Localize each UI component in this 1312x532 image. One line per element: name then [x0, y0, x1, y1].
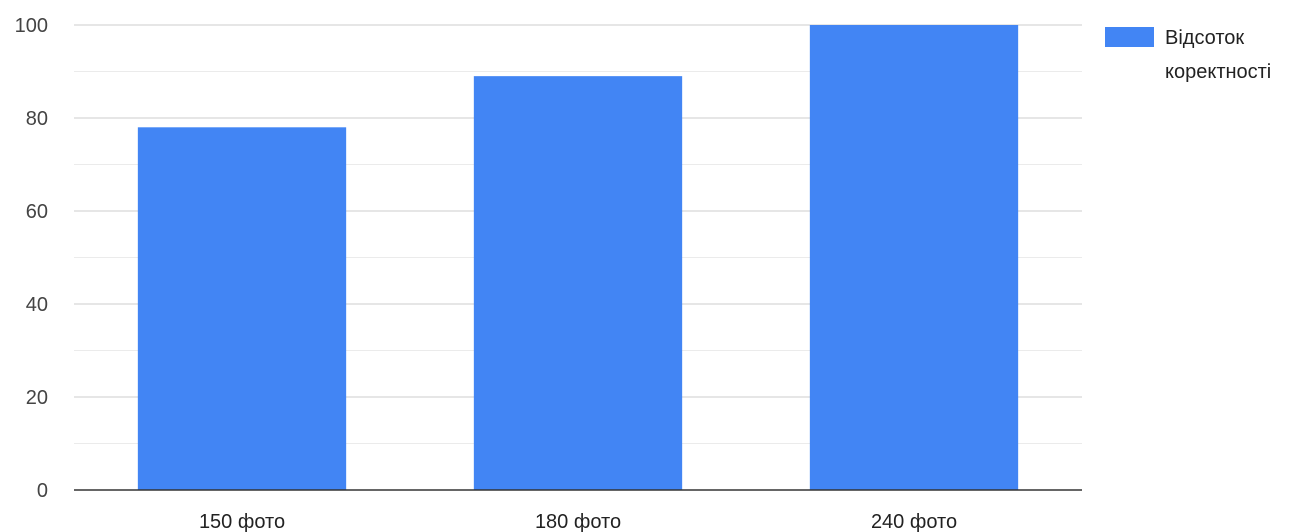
bars — [137, 25, 1019, 491]
x-category-label: 150 фото — [199, 511, 285, 532]
x-axis-labels: 150 фото 180 фото 240 фото — [199, 511, 957, 532]
y-tick-label: 0 — [37, 480, 48, 502]
y-tick-label: 100 — [15, 15, 48, 37]
legend: Відсоток коректності — [1105, 27, 1271, 83]
bar — [473, 76, 683, 491]
x-category-label: 240 фото — [871, 511, 957, 532]
legend-label-line-1: Відсоток — [1165, 27, 1244, 49]
x-category-label: 180 фото — [535, 511, 621, 532]
bar — [809, 25, 1019, 490]
y-axis-ticks: 0 20 40 60 80 100 — [15, 15, 48, 502]
y-tick-label: 20 — [26, 387, 48, 409]
bar — [137, 127, 347, 491]
y-tick-label: 60 — [26, 201, 48, 223]
legend-swatch — [1105, 27, 1154, 47]
legend-label-line-2: коректності — [1165, 61, 1271, 83]
y-tick-label: 80 — [26, 108, 48, 130]
y-tick-label: 40 — [26, 294, 48, 316]
